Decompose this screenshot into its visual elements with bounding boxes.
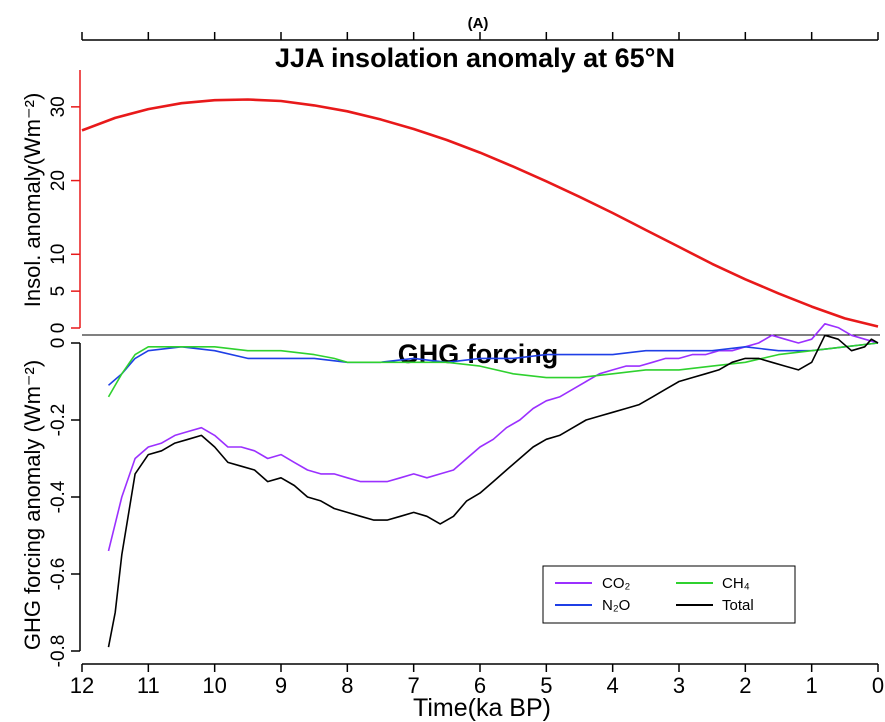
insolation-y-tick-label: 0 (48, 323, 69, 334)
x-tick-label: 3 (673, 673, 685, 698)
ghg-y-tick-label: -0.6 (48, 558, 69, 591)
legend: CO₂ N₂O CH₄ Total (542, 565, 796, 624)
x-tick-label: 9 (275, 673, 287, 698)
insolation-panel: JJA insolation anomaly at 65°N 05102030 … (20, 43, 879, 334)
insolation-y-label: Insol. anomaly(Wm⁻²) (20, 93, 45, 308)
x-tick-label: 11 (137, 673, 160, 698)
ghg-title: GHG forcing (398, 339, 559, 369)
ghg-y-tick-label: -0.8 (48, 635, 69, 668)
legend-label-co2: CO₂ (602, 575, 631, 592)
figure-tag: (A) (468, 15, 489, 32)
legend-label-n2o: N₂O (602, 597, 630, 614)
bottom-x-axis: 12 11 10 9 8 7 6 5 4 3 2 1 0 (70, 663, 884, 698)
insolation-y-tick-label: 30 (48, 96, 69, 117)
insolation-series-line-insolation (81, 98, 879, 328)
legend-box (542, 565, 796, 624)
ghg-y-tick-label: -0.4 (48, 480, 69, 513)
ghg-series (107, 322, 879, 648)
insolation-y-tick-label: 20 (48, 170, 69, 191)
x-tick-label: 4 (607, 673, 619, 698)
x-tick-label: 5 (540, 673, 552, 698)
ghg-y-label: GHG forcing anomaly (Wm⁻²) (20, 360, 45, 650)
insolation-series (81, 98, 879, 328)
ghg-panel: GHG forcing -0.8 -0.6 -0.4 -0.2 0 GHG forcin… (20, 322, 879, 668)
x-tick-label: 12 (70, 673, 94, 698)
insolation-y-tick-label: 5 (48, 286, 69, 297)
x-axis-label: Time(ka BP) (413, 694, 551, 722)
ghg-y-tick-label: 0 (48, 338, 69, 349)
top-x-axis (81, 32, 879, 41)
ghg-series-line-total (107, 334, 879, 648)
x-tick-label: 10 (202, 673, 226, 698)
ghg-y-axis: -0.8 -0.6 -0.4 -0.2 0 (48, 338, 81, 668)
legend-label-ch4: CH₄ (722, 575, 750, 592)
x-tick-label: 0 (872, 673, 884, 698)
x-tick-label: 1 (806, 673, 818, 698)
insolation-y-tick-label: 10 (48, 244, 69, 265)
x-tick-label: 8 (341, 673, 353, 698)
x-tick-label: 7 (408, 673, 420, 698)
insolation-title: JJA insolation anomaly at 65°N (275, 43, 675, 73)
legend-label-total: Total (722, 597, 754, 614)
ghg-series-line-co2 (107, 322, 879, 552)
x-tick-label: 2 (739, 673, 751, 698)
x-tick-label: 6 (474, 673, 486, 698)
insolation-y-axis: 0 5 10 20 30 (48, 70, 81, 334)
ghg-y-tick-label: -0.2 (48, 404, 69, 437)
